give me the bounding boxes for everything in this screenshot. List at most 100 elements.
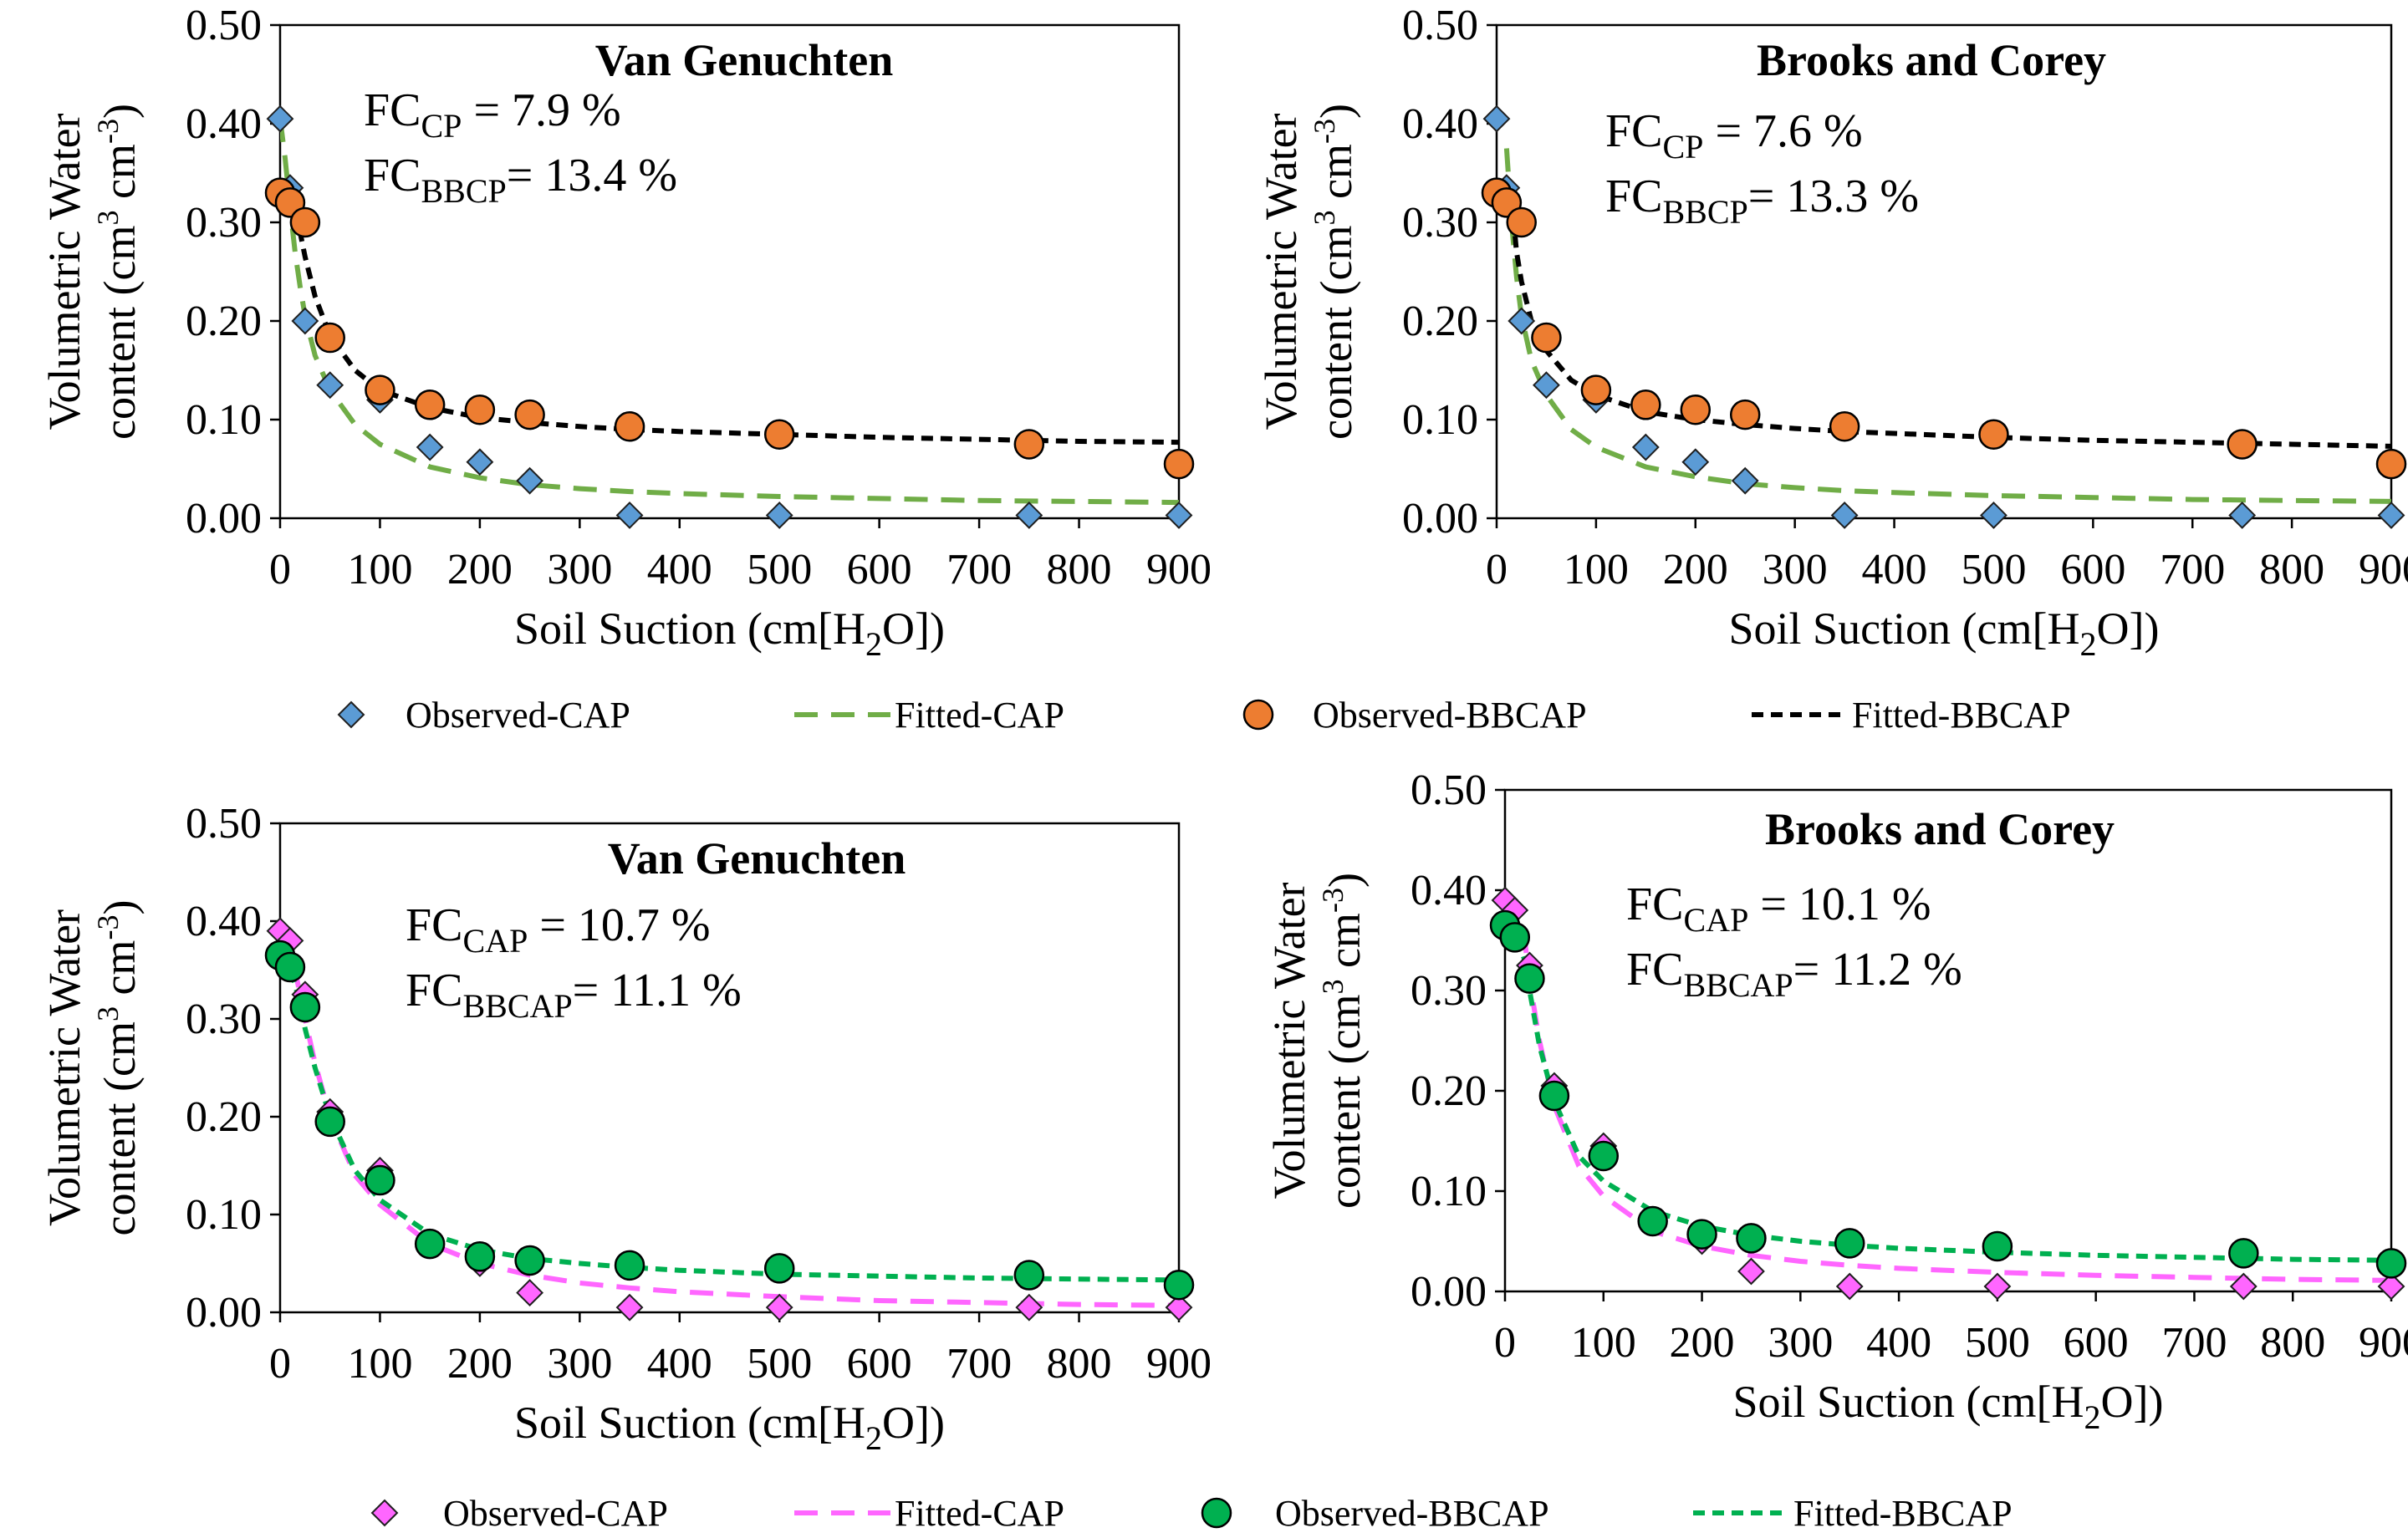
data-point-observed-bbcap bbox=[2228, 1238, 2259, 1269]
x-tick-label: 300 bbox=[1763, 546, 1828, 593]
data-point-observed-cap bbox=[466, 448, 494, 476]
data-point-observed-cap bbox=[266, 104, 294, 133]
x-tick-label: 400 bbox=[1862, 546, 1927, 593]
x-tick-label: 500 bbox=[1961, 546, 2026, 593]
x-tick-label: 400 bbox=[1866, 1319, 1931, 1367]
x-tick-label: 100 bbox=[1571, 1319, 1636, 1367]
plot-frame bbox=[278, 822, 1181, 1314]
y-tick-label: 0.00 bbox=[1402, 495, 1478, 542]
data-point-observed-cap bbox=[1508, 307, 1536, 335]
x-tick-label: 800 bbox=[1047, 546, 1112, 593]
data-point-observed-cap bbox=[1681, 448, 1710, 476]
data-point-observed-bbcap bbox=[1829, 411, 1860, 442]
chart-title: Brooks and Corey bbox=[1757, 35, 2106, 85]
x-tick-label: 900 bbox=[2359, 1319, 2408, 1367]
y-tick-label: 0.50 bbox=[186, 2, 262, 49]
legend-row-2: Observed-CAP Fitted-CAP Observed-BBCAP Fitt… bbox=[370, 1493, 2013, 1534]
data-point-observed-bbcap bbox=[1531, 322, 1562, 354]
x-tick-label: 800 bbox=[2260, 1319, 2325, 1367]
x-tick-label: 0 bbox=[1486, 546, 1508, 593]
plot-frame bbox=[1495, 23, 2393, 520]
legend-marker bbox=[1201, 1497, 1232, 1529]
x-tick-label: 200 bbox=[1663, 546, 1728, 593]
data-point-observed-cap bbox=[1015, 502, 1043, 529]
data-point-observed-bbcap bbox=[2227, 429, 2258, 460]
y-tick-label: 0.40 bbox=[1411, 867, 1487, 914]
data-point-observed-bbcap bbox=[289, 991, 321, 1023]
y-tick-label: 0.30 bbox=[1411, 967, 1487, 1015]
x-axis-label: Soil Suction (cm[H2O]) bbox=[1729, 603, 2160, 663]
x-tick-label: 100 bbox=[347, 1340, 412, 1388]
x-tick-label: 100 bbox=[347, 546, 412, 593]
data-point-observed-bbcap bbox=[1680, 394, 1712, 425]
chart-panel-3: 0.00 0.10 0.20 0.30 0.40 0.50 0 100 200 300 400 500… bbox=[39, 800, 1212, 1457]
legend-row-1: Observed-CAP Fitted-CAP Observed-BBCAP Fitt… bbox=[337, 695, 2071, 736]
fc-annotation: FCBBCAP= 11.2 % bbox=[1626, 944, 1962, 1004]
data-point-observed-bbcap bbox=[1982, 1230, 2013, 1262]
data-point-observed-cap bbox=[615, 502, 644, 529]
y-axis-label: Volumetric Water content (cm3 cm-3) bbox=[39, 104, 145, 440]
x-tick-label: 200 bbox=[1670, 1319, 1735, 1367]
data-point-observed-bbcap bbox=[1978, 419, 2009, 450]
series-line-fitted-bbcap bbox=[1508, 197, 2391, 449]
fc-annotation: FCCAP = 10.1 % bbox=[1626, 878, 1931, 939]
x-tick-label: 0 bbox=[269, 1340, 291, 1388]
chart-panel-4: 0.00 0.10 0.20 0.30 0.40 0.50 0 100 200 300 400 500… bbox=[1264, 766, 2408, 1436]
y-tick-label: 0.00 bbox=[1411, 1268, 1487, 1316]
data-point-observed-bbcap bbox=[365, 1164, 395, 1196]
data-point-observed-bbcap bbox=[414, 390, 446, 420]
data-point-observed-cap bbox=[765, 1293, 793, 1322]
y-axis-label: Volumetric Water content (cm3 cm-3) bbox=[1256, 104, 1361, 440]
legend-marker bbox=[337, 700, 365, 729]
data-point-observed-cap bbox=[1015, 1293, 1043, 1322]
data-point-observed-cap bbox=[765, 502, 793, 529]
data-point-observed-cap bbox=[1830, 502, 1859, 529]
legend-marker bbox=[1242, 699, 1274, 731]
y-tick-label: 0.50 bbox=[186, 800, 262, 848]
data-point-observed-bbcap bbox=[314, 322, 345, 354]
data-point-observed-bbcap bbox=[274, 951, 306, 983]
chart-panel-2: 0.00 0.10 0.20 0.30 0.40 0.50 0 100 200 300 400 500… bbox=[1256, 2, 2408, 663]
y-tick-label: 0.10 bbox=[1402, 396, 1478, 444]
x-tick-label: 600 bbox=[847, 1340, 912, 1388]
fc-annotation: FCBBCAP= 11.1 % bbox=[406, 965, 742, 1025]
chart-title: Van Genuchten bbox=[595, 35, 894, 85]
data-point-observed-cap bbox=[1737, 1257, 1765, 1286]
data-point-observed-cap bbox=[1165, 502, 1193, 529]
data-point-observed-bbcap bbox=[1013, 429, 1045, 460]
data-point-observed-bbcap bbox=[763, 1253, 795, 1284]
data-point-observed-cap bbox=[1980, 502, 2008, 529]
chart-title: Van Genuchten bbox=[608, 833, 906, 884]
data-point-observed-cap bbox=[2377, 502, 2405, 529]
y-tick-label: 0.10 bbox=[1411, 1168, 1487, 1215]
fc-annotation: FCCP = 7.6 % bbox=[1605, 105, 1863, 166]
data-point-observed-bbcap bbox=[1013, 1260, 1045, 1291]
y-tick-label: 0.20 bbox=[1402, 298, 1478, 345]
data-point-observed-bbcap bbox=[614, 1250, 645, 1281]
data-point-observed-cap bbox=[1835, 1272, 1864, 1301]
x-tick-label: 300 bbox=[1768, 1319, 1833, 1367]
x-tick-label: 800 bbox=[1047, 1340, 1112, 1388]
x-tick-label: 200 bbox=[447, 546, 513, 593]
legend-label: Fitted-BBCAP bbox=[1852, 695, 2071, 736]
y-tick-label: 0.30 bbox=[186, 199, 262, 247]
y-tick-label: 0.30 bbox=[1402, 199, 1478, 247]
data-point-observed-bbcap bbox=[514, 399, 545, 430]
y-tick-label: 0.50 bbox=[1411, 766, 1487, 814]
x-tick-label: 900 bbox=[2359, 546, 2408, 593]
data-point-observed-bbcap bbox=[1686, 1219, 1717, 1250]
data-point-observed-cap bbox=[1165, 1293, 1193, 1322]
legend-label: Observed-BBCAP bbox=[1275, 1493, 1549, 1534]
y-axis-label: Volumetric Water content (cm3 cm-3) bbox=[39, 900, 145, 1236]
data-point-observed-bbcap bbox=[1736, 1223, 1767, 1254]
x-tick-label: 600 bbox=[2064, 1319, 2129, 1367]
data-point-observed-cap bbox=[516, 1279, 544, 1307]
fc-annotation: FCBBCP= 13.4 % bbox=[364, 150, 677, 210]
y-tick-label: 0.30 bbox=[186, 996, 262, 1043]
data-point-observed-bbcap bbox=[1514, 963, 1545, 994]
data-point-observed-bbcap bbox=[1499, 922, 1531, 953]
data-point-observed-cap bbox=[1631, 433, 1660, 461]
series-line-fitted-cap bbox=[280, 118, 1179, 506]
y-tick-label: 0.50 bbox=[1402, 2, 1478, 49]
